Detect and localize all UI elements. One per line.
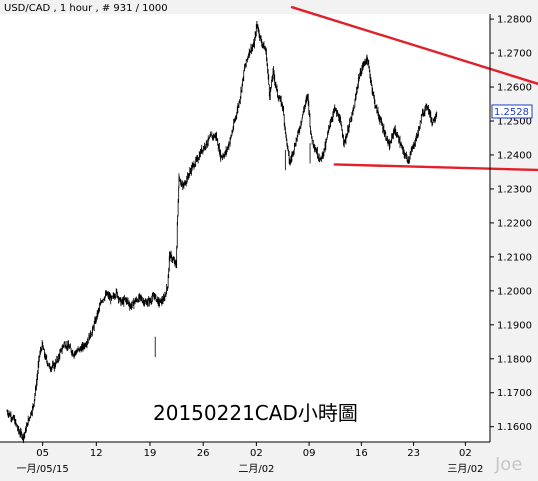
- y-tick-label: 1.2200: [497, 218, 532, 229]
- x-month-label: 二月/02: [238, 463, 274, 475]
- y-tick-label: 1.2600: [497, 83, 532, 94]
- current-price-label: 1.2528: [494, 107, 529, 118]
- x-month-label: 三月/02: [447, 463, 483, 475]
- y-tick-label: 1.2000: [497, 286, 532, 297]
- x-tick-label: 02: [459, 448, 472, 459]
- y-axis: 1.1600 1.1700 1.1800 1.1900 1.2000 1.2100 1.22…: [489, 14, 532, 442]
- x-tick-label: 19: [144, 448, 157, 459]
- header-separator-1: ,: [50, 3, 60, 14]
- price-bars: [6, 21, 438, 444]
- y-tick-label: 1.1700: [497, 388, 532, 399]
- y-tick-label: 1.2700: [497, 49, 532, 60]
- y-tick-label: 1.2300: [497, 184, 532, 195]
- header-separator-2: ,: [92, 3, 102, 14]
- current-price-tag-box: [491, 104, 533, 119]
- chart-symbol: USD/CAD: [4, 3, 51, 14]
- chart-timeframe: 1 hour: [60, 3, 93, 14]
- watermark: Joe: [494, 454, 522, 475]
- x-month-label: 一月/05/15: [17, 463, 69, 475]
- x-tick-label: 05: [36, 448, 49, 459]
- trendline-upper: [290, 6, 538, 86]
- trendline-lower: [333, 163, 538, 172]
- y-tick-label: 1.2100: [497, 252, 532, 263]
- x-tick-label: 12: [90, 448, 103, 459]
- y-tick-label: 1.2400: [497, 150, 532, 161]
- x-tick-label: 23: [407, 448, 420, 459]
- plot-area: [0, 14, 490, 442]
- y-tick-label: 1.2800: [497, 15, 532, 26]
- chart-caption: 20150221CAD小時圖: [153, 401, 358, 425]
- x-axis: 05 12 19 26 02 09 16 23 02 一月/05/15 二月/02 三月/02: [0, 441, 490, 475]
- y-tick-label: 1.2500: [497, 117, 532, 128]
- y-tick-label: 1.1600: [497, 422, 532, 433]
- chart-header: USD/CAD , 1 hour , # 931 / 1000: [4, 3, 168, 14]
- x-tick-label: 26: [197, 448, 210, 459]
- chart-counter: # 931 / 1000: [102, 3, 168, 14]
- y-tick-label: 1.1900: [497, 320, 532, 331]
- x-tick-label: 02: [250, 448, 263, 459]
- trendlines: [290, 6, 538, 172]
- y-tick-label: 1.1800: [497, 354, 532, 365]
- x-tick-label: 16: [355, 448, 368, 459]
- current-price-tag: 1.2528: [491, 104, 533, 119]
- x-tick-label: 09: [303, 448, 316, 459]
